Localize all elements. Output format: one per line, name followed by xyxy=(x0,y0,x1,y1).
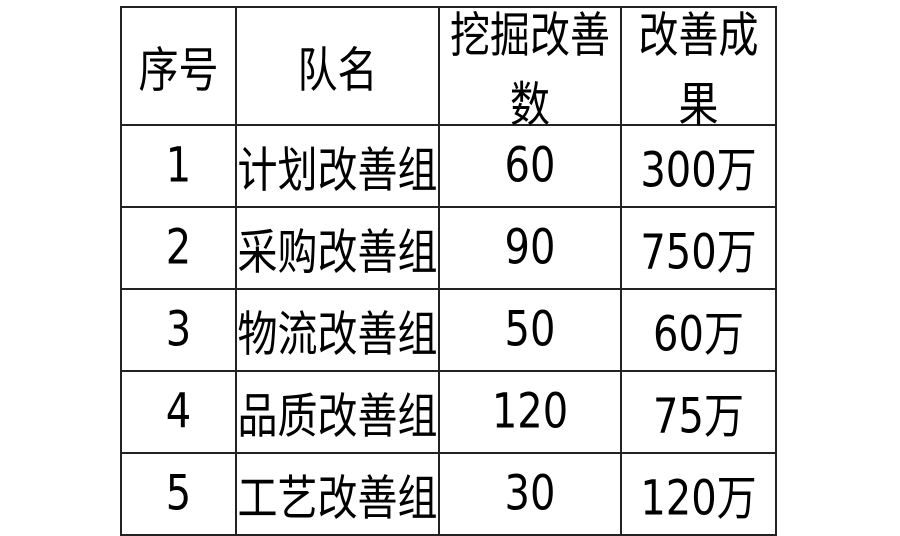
table-cell: 1 xyxy=(120,124,237,208)
table-cell: 30 xyxy=(438,452,622,536)
table-cell: 750万 xyxy=(620,206,777,290)
cell-text: 75万 xyxy=(653,389,744,445)
header-text: 改善成果 xyxy=(638,8,759,134)
header-text: 挖掘改善数 xyxy=(450,8,610,134)
table-cell: 50 xyxy=(438,288,622,372)
cell-text: 90 xyxy=(504,220,556,276)
header-text: 序号 xyxy=(138,43,219,99)
header-cell: 序号 xyxy=(120,6,237,126)
table-row: 2 采购改善组 90 750万 xyxy=(120,206,777,290)
cell-text: 120 xyxy=(491,384,569,440)
table-cell: 120万 xyxy=(620,452,777,536)
table-row: 1 计划改善组 60 300万 xyxy=(120,124,777,208)
table-cell: 75万 xyxy=(620,370,777,454)
table-cell: 3 xyxy=(120,288,237,372)
cell-text: 120万 xyxy=(640,471,757,527)
cell-text: 品质改善组 xyxy=(237,389,438,445)
cell-text: 1 xyxy=(165,138,192,194)
cell-text: 采购改善组 xyxy=(237,225,438,281)
table-cell: 品质改善组 xyxy=(235,370,440,454)
table-cell: 60 xyxy=(438,124,622,208)
cell-text: 750万 xyxy=(640,225,757,281)
header-row: 序号 队名 挖掘改善数 改善成果 xyxy=(120,6,777,133)
cell-text: 物流改善组 xyxy=(237,307,438,363)
header-cell: 挖掘改善数 xyxy=(438,6,622,133)
header-text: 队名 xyxy=(297,43,378,99)
cell-text: 300万 xyxy=(640,143,757,199)
cell-text: 4 xyxy=(165,384,192,440)
cell-text: 60万 xyxy=(653,307,744,363)
header-cell: 改善成果 xyxy=(620,6,777,133)
table-cell: 物流改善组 xyxy=(235,288,440,372)
improvement-table: 序号 队名 挖掘改善数 改善成果 1 计划改善组 60 300万 2 采购改善组 90 750… xyxy=(120,6,777,536)
cell-text: 5 xyxy=(165,466,192,522)
table-cell: 60万 xyxy=(620,288,777,372)
table-cell: 120 xyxy=(438,370,622,454)
cell-text: 3 xyxy=(165,302,192,358)
cell-text: 计划改善组 xyxy=(237,143,438,199)
table-row: 4 品质改善组 120 75万 xyxy=(120,370,777,454)
table-cell: 2 xyxy=(120,206,237,290)
table-row: 3 物流改善组 50 60万 xyxy=(120,288,777,372)
table-cell: 90 xyxy=(438,206,622,290)
table-cell: 采购改善组 xyxy=(235,206,440,290)
table-cell: 工艺改善组 xyxy=(235,452,440,536)
header-cell: 队名 xyxy=(235,6,440,126)
cell-text: 60 xyxy=(504,138,556,194)
table-cell: 4 xyxy=(120,370,237,454)
cell-text: 2 xyxy=(165,220,192,276)
table-cell: 300万 xyxy=(620,124,777,208)
table-row: 5 工艺改善组 30 120万 xyxy=(120,452,777,536)
cell-text: 50 xyxy=(504,302,556,358)
table-cell: 5 xyxy=(120,452,237,536)
cell-text: 30 xyxy=(504,466,556,522)
table-cell: 计划改善组 xyxy=(235,124,440,208)
cell-text: 工艺改善组 xyxy=(237,471,438,527)
